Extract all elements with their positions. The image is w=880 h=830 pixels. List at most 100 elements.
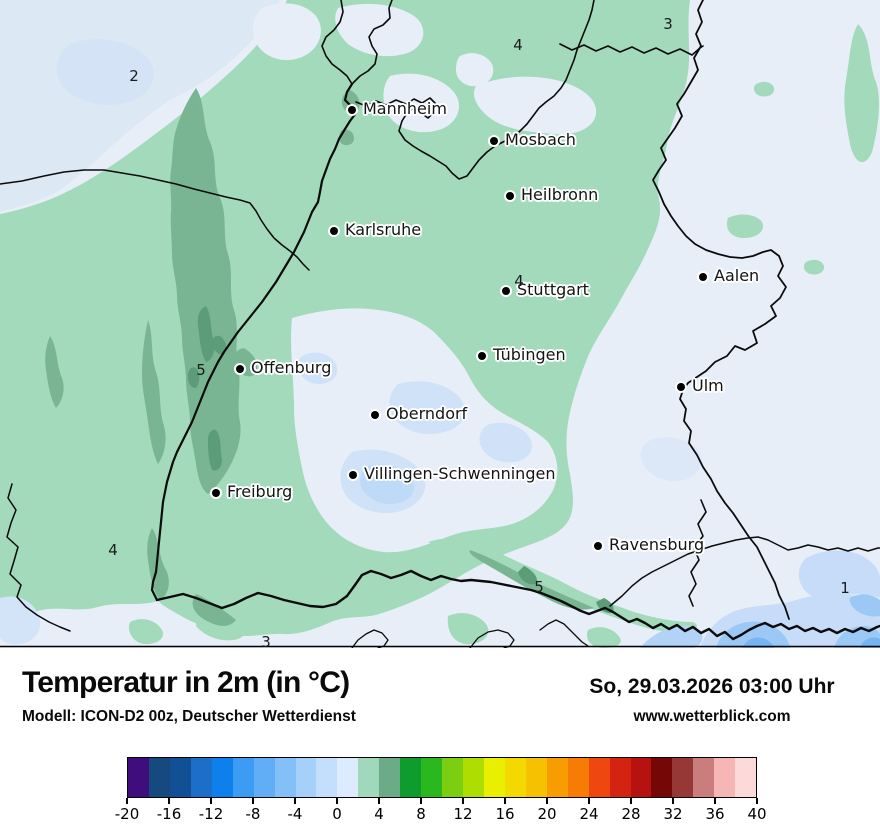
city-dot-icon [677,383,685,391]
border-lines [0,0,880,648]
colorbar-tickmark [126,798,128,804]
colorbar-cell [169,758,191,797]
city-label: Ulm [692,376,724,395]
colorbar-tick-label: 40 [747,805,767,823]
city-dot-icon [490,137,498,145]
green-patches-ne [726,24,879,275]
colorbar-cell [483,758,505,797]
colorbar-cell [546,758,568,797]
city-label: Offenburg [251,358,332,377]
city-label: Karlsruhe [345,220,422,239]
contour-label: 4 [108,541,118,560]
colorbar-cell [609,758,631,797]
city-dot-icon [502,287,510,295]
city-label: Ravensburg [609,535,705,554]
colorbar-tick-label: 36 [705,805,725,823]
colorbar-tickmark [714,798,716,804]
colorbar-cell [190,758,212,797]
colorbar-tick-label: 0 [332,805,342,823]
colorbar-cell [525,758,547,797]
city-label: Mosbach [505,130,576,149]
city-dot-icon [236,365,244,373]
pale-notches [253,3,597,135]
colorbar [127,757,757,798]
colorbar-tickmark [504,798,506,804]
colorbar-tickmark [462,798,464,804]
city-label: Villingen-Schwenningen [364,464,556,483]
contour-label: 1 [840,579,850,598]
colorbar-tick-label: -12 [198,805,224,823]
colorbar-tick-label: -4 [287,805,303,823]
city-label: Tübingen [493,345,566,364]
weather-map: Mannheim Mosbach Heilbronn Karlsruhe Stuttga… [0,0,880,648]
alps-blue-patches [640,550,880,648]
page-title: Temperatur in 2m (in °C) [22,666,350,699]
colorbar-cell [630,758,652,797]
colorbar-tick-label: 12 [453,805,473,823]
colorbar-cell [463,758,484,797]
city-label: Oberndorf [386,404,468,423]
colorbar-cell [504,758,526,797]
city-label: Heilbronn [521,185,599,204]
city-dot-icon [506,192,514,200]
colorbar-cell [128,758,149,797]
colorbar-cell [211,758,233,797]
colorbar-cell [672,758,694,797]
colorbar-cell [379,758,401,797]
city-label: Freiburg [227,482,293,501]
city-dot-icon [349,471,357,479]
forecast-datetime: So, 29.03.2026 03:00 Uhr [589,675,835,698]
contour-label: 5 [196,361,206,380]
contour-label: 3 [261,633,271,648]
colorbar-tick-label: 16 [495,805,515,823]
colorbar-cell [232,758,254,797]
city-label: Aalen [714,266,760,285]
colorbar-cell [253,758,275,797]
colorbar-tickmark [336,798,338,804]
city-dot-icon [478,352,486,360]
colorbar-tickmark [420,798,422,804]
colorbar-tickmark [672,798,674,804]
colorbar-cell [148,758,170,797]
contour-label: 4 [514,272,524,291]
colorbar-cell [714,758,736,797]
colorbar-tickmark [378,798,380,804]
colorbar-cell [735,758,757,797]
colorbar-tick-label: 4 [374,805,384,823]
colorbar-tickmark [756,798,758,804]
colorbar-cell [567,758,589,797]
city-dot-icon [330,227,338,235]
contour-label: 5 [534,578,544,597]
colorbar-tickmark [294,798,296,804]
city-dot-icon [594,542,602,550]
caption-bar: Temperatur in 2m (in °C) Modell: ICON-D2… [0,648,880,748]
city-dot-icon [699,273,707,281]
colorbar-cell [274,758,296,797]
colorbar-cell [358,758,380,797]
colorbar-tick-label: -20 [114,805,140,823]
map-artwork [0,0,880,648]
colorbar-cell [651,758,673,797]
colorbar-tick-label: -8 [245,805,261,823]
contour-label: 3 [663,15,673,34]
colorbar-cell [442,758,463,797]
colorbar-cell [693,758,715,797]
city-dot-icon [212,489,220,497]
colorbar-tick-label: 20 [537,805,557,823]
contour-label: 4 [513,36,523,55]
model-info: Modell: ICON-D2 00z, Deutscher Wetterdie… [22,708,356,725]
colorbar-cell [588,758,610,797]
colorbar-tickmark [588,798,590,804]
colorbar-tick-label: 32 [663,805,683,823]
city-dot-icon [371,411,379,419]
colorbar-cell [295,758,317,797]
colorbar-tick-label: 28 [621,805,641,823]
contour-label: 2 [129,67,139,86]
colorbar-tick-label: 8 [416,805,426,823]
city-label: Mannheim [363,99,447,118]
city-dot-icon [348,106,356,114]
colorbar-cell [337,758,359,797]
darkest-green-cores [187,306,614,614]
city-label: Stuttgart [517,280,589,299]
